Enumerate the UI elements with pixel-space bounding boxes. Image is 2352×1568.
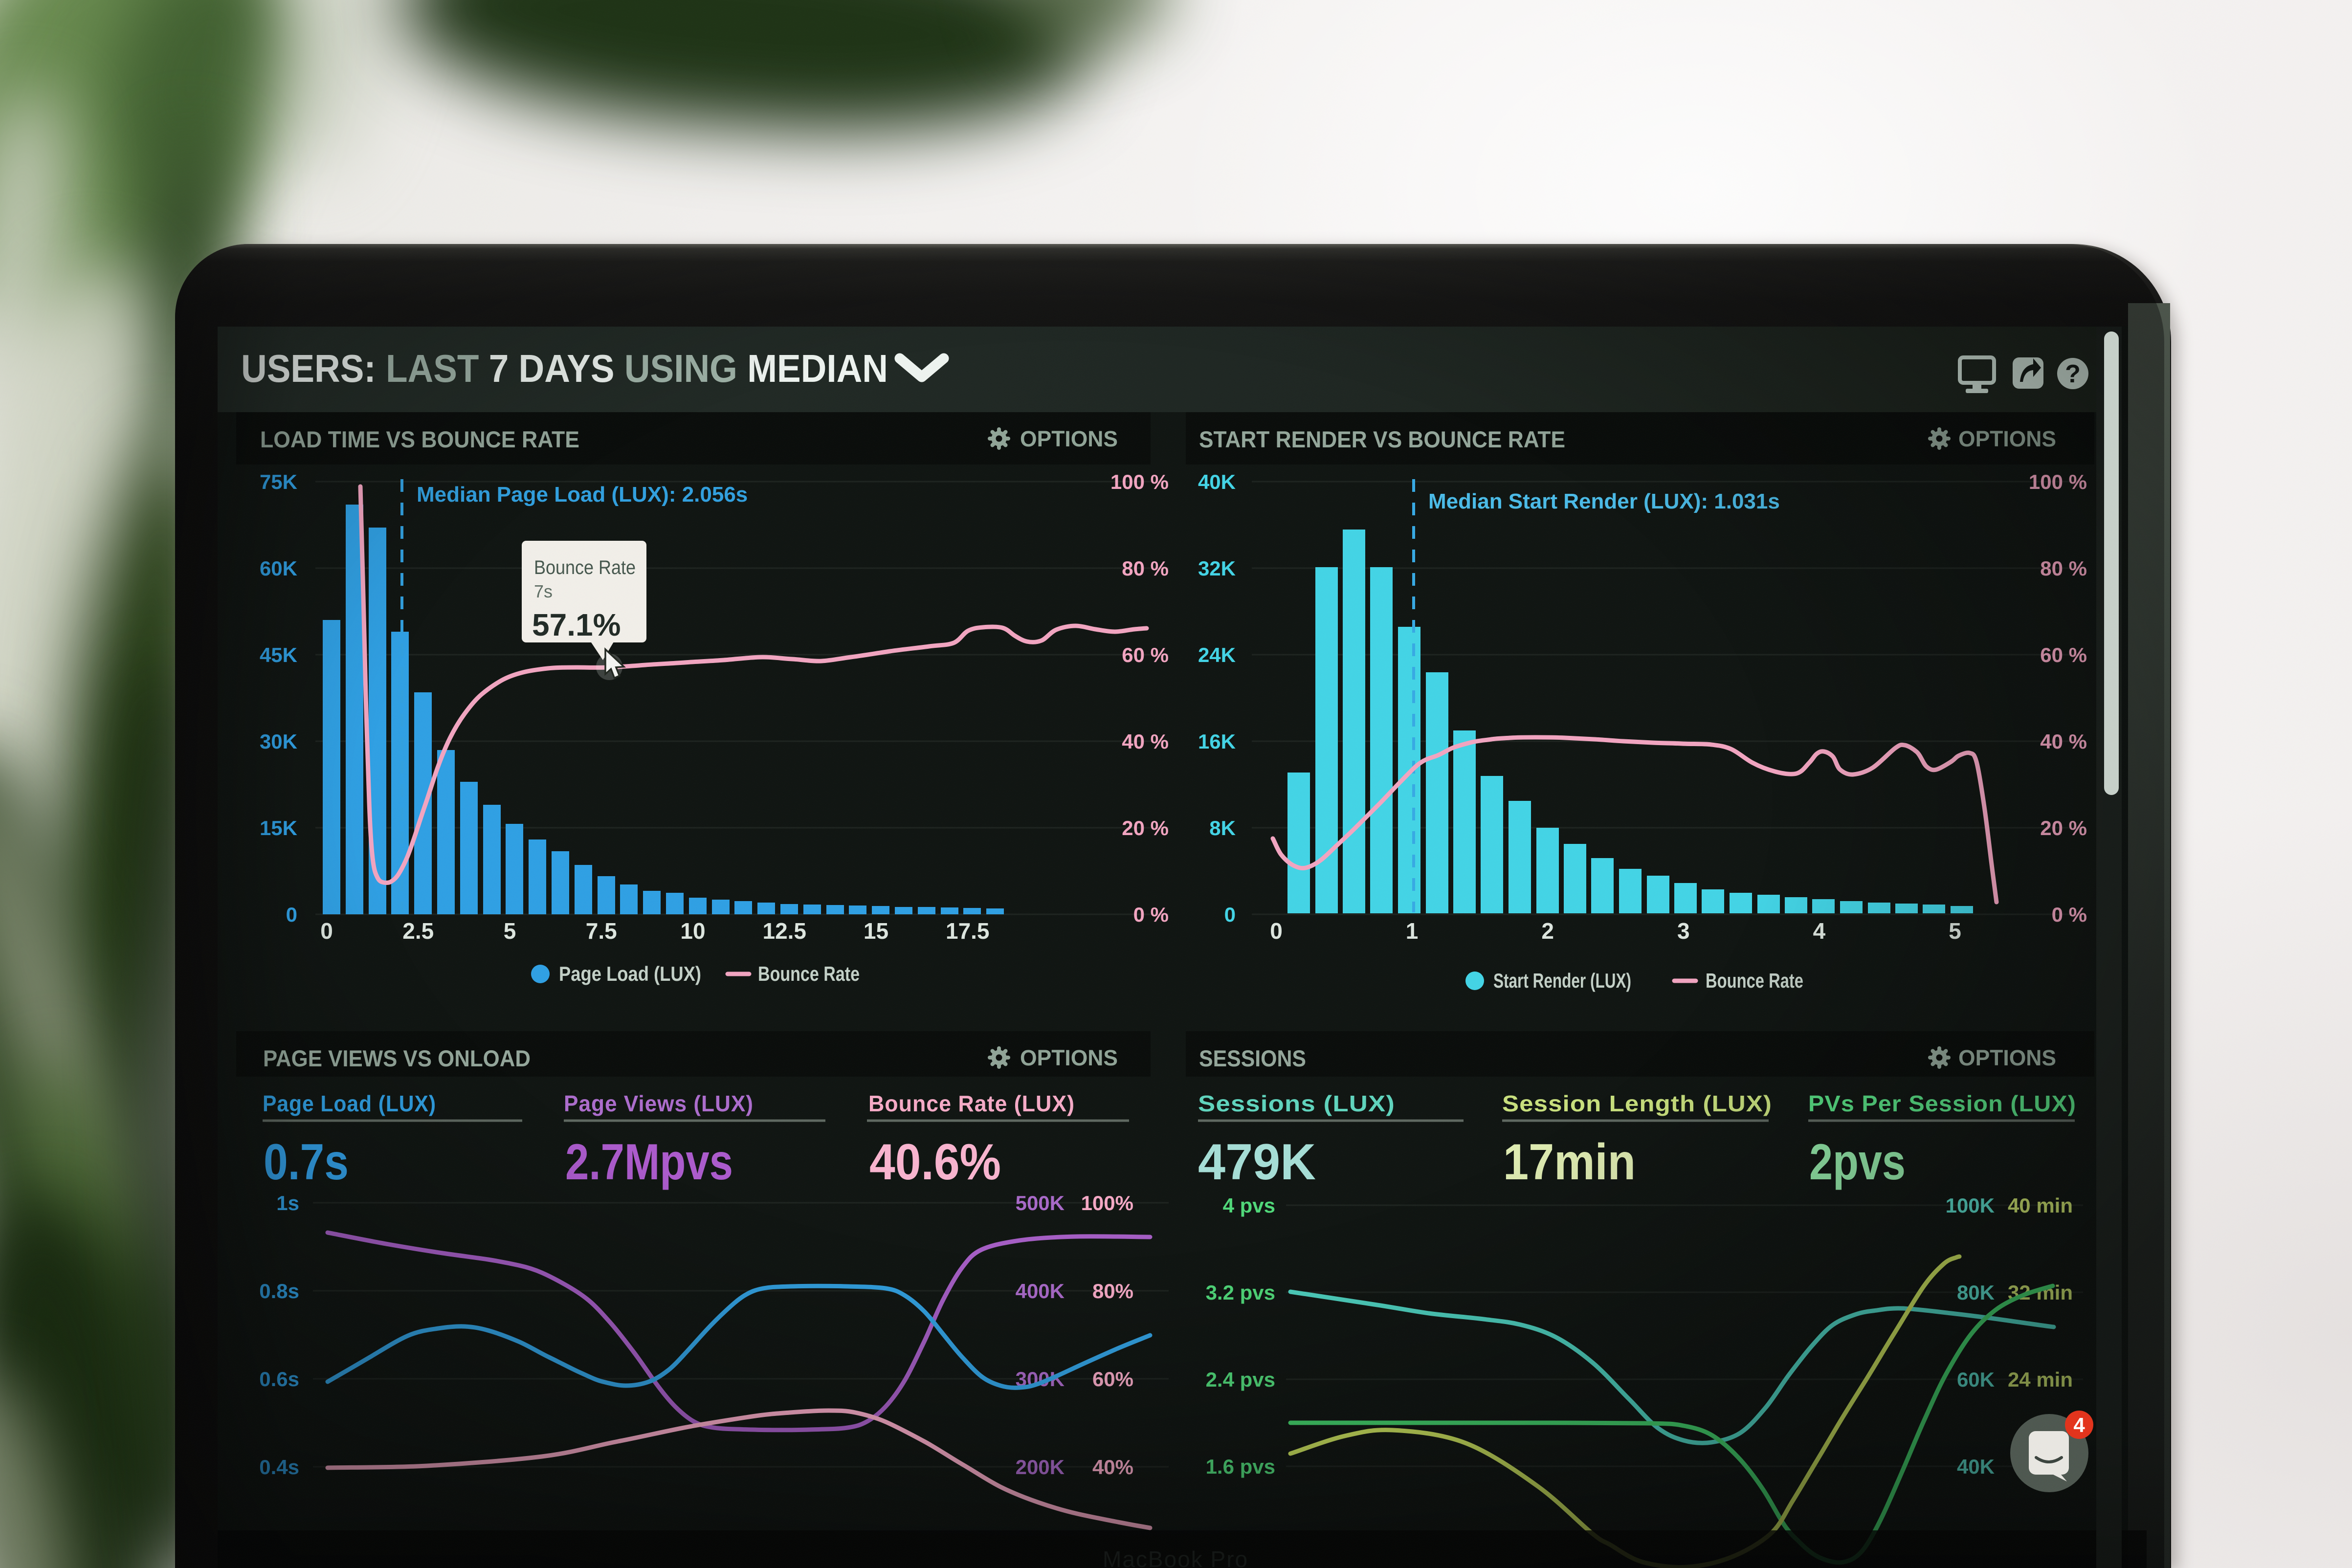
svg-text:4: 4: [2073, 1413, 2085, 1436]
